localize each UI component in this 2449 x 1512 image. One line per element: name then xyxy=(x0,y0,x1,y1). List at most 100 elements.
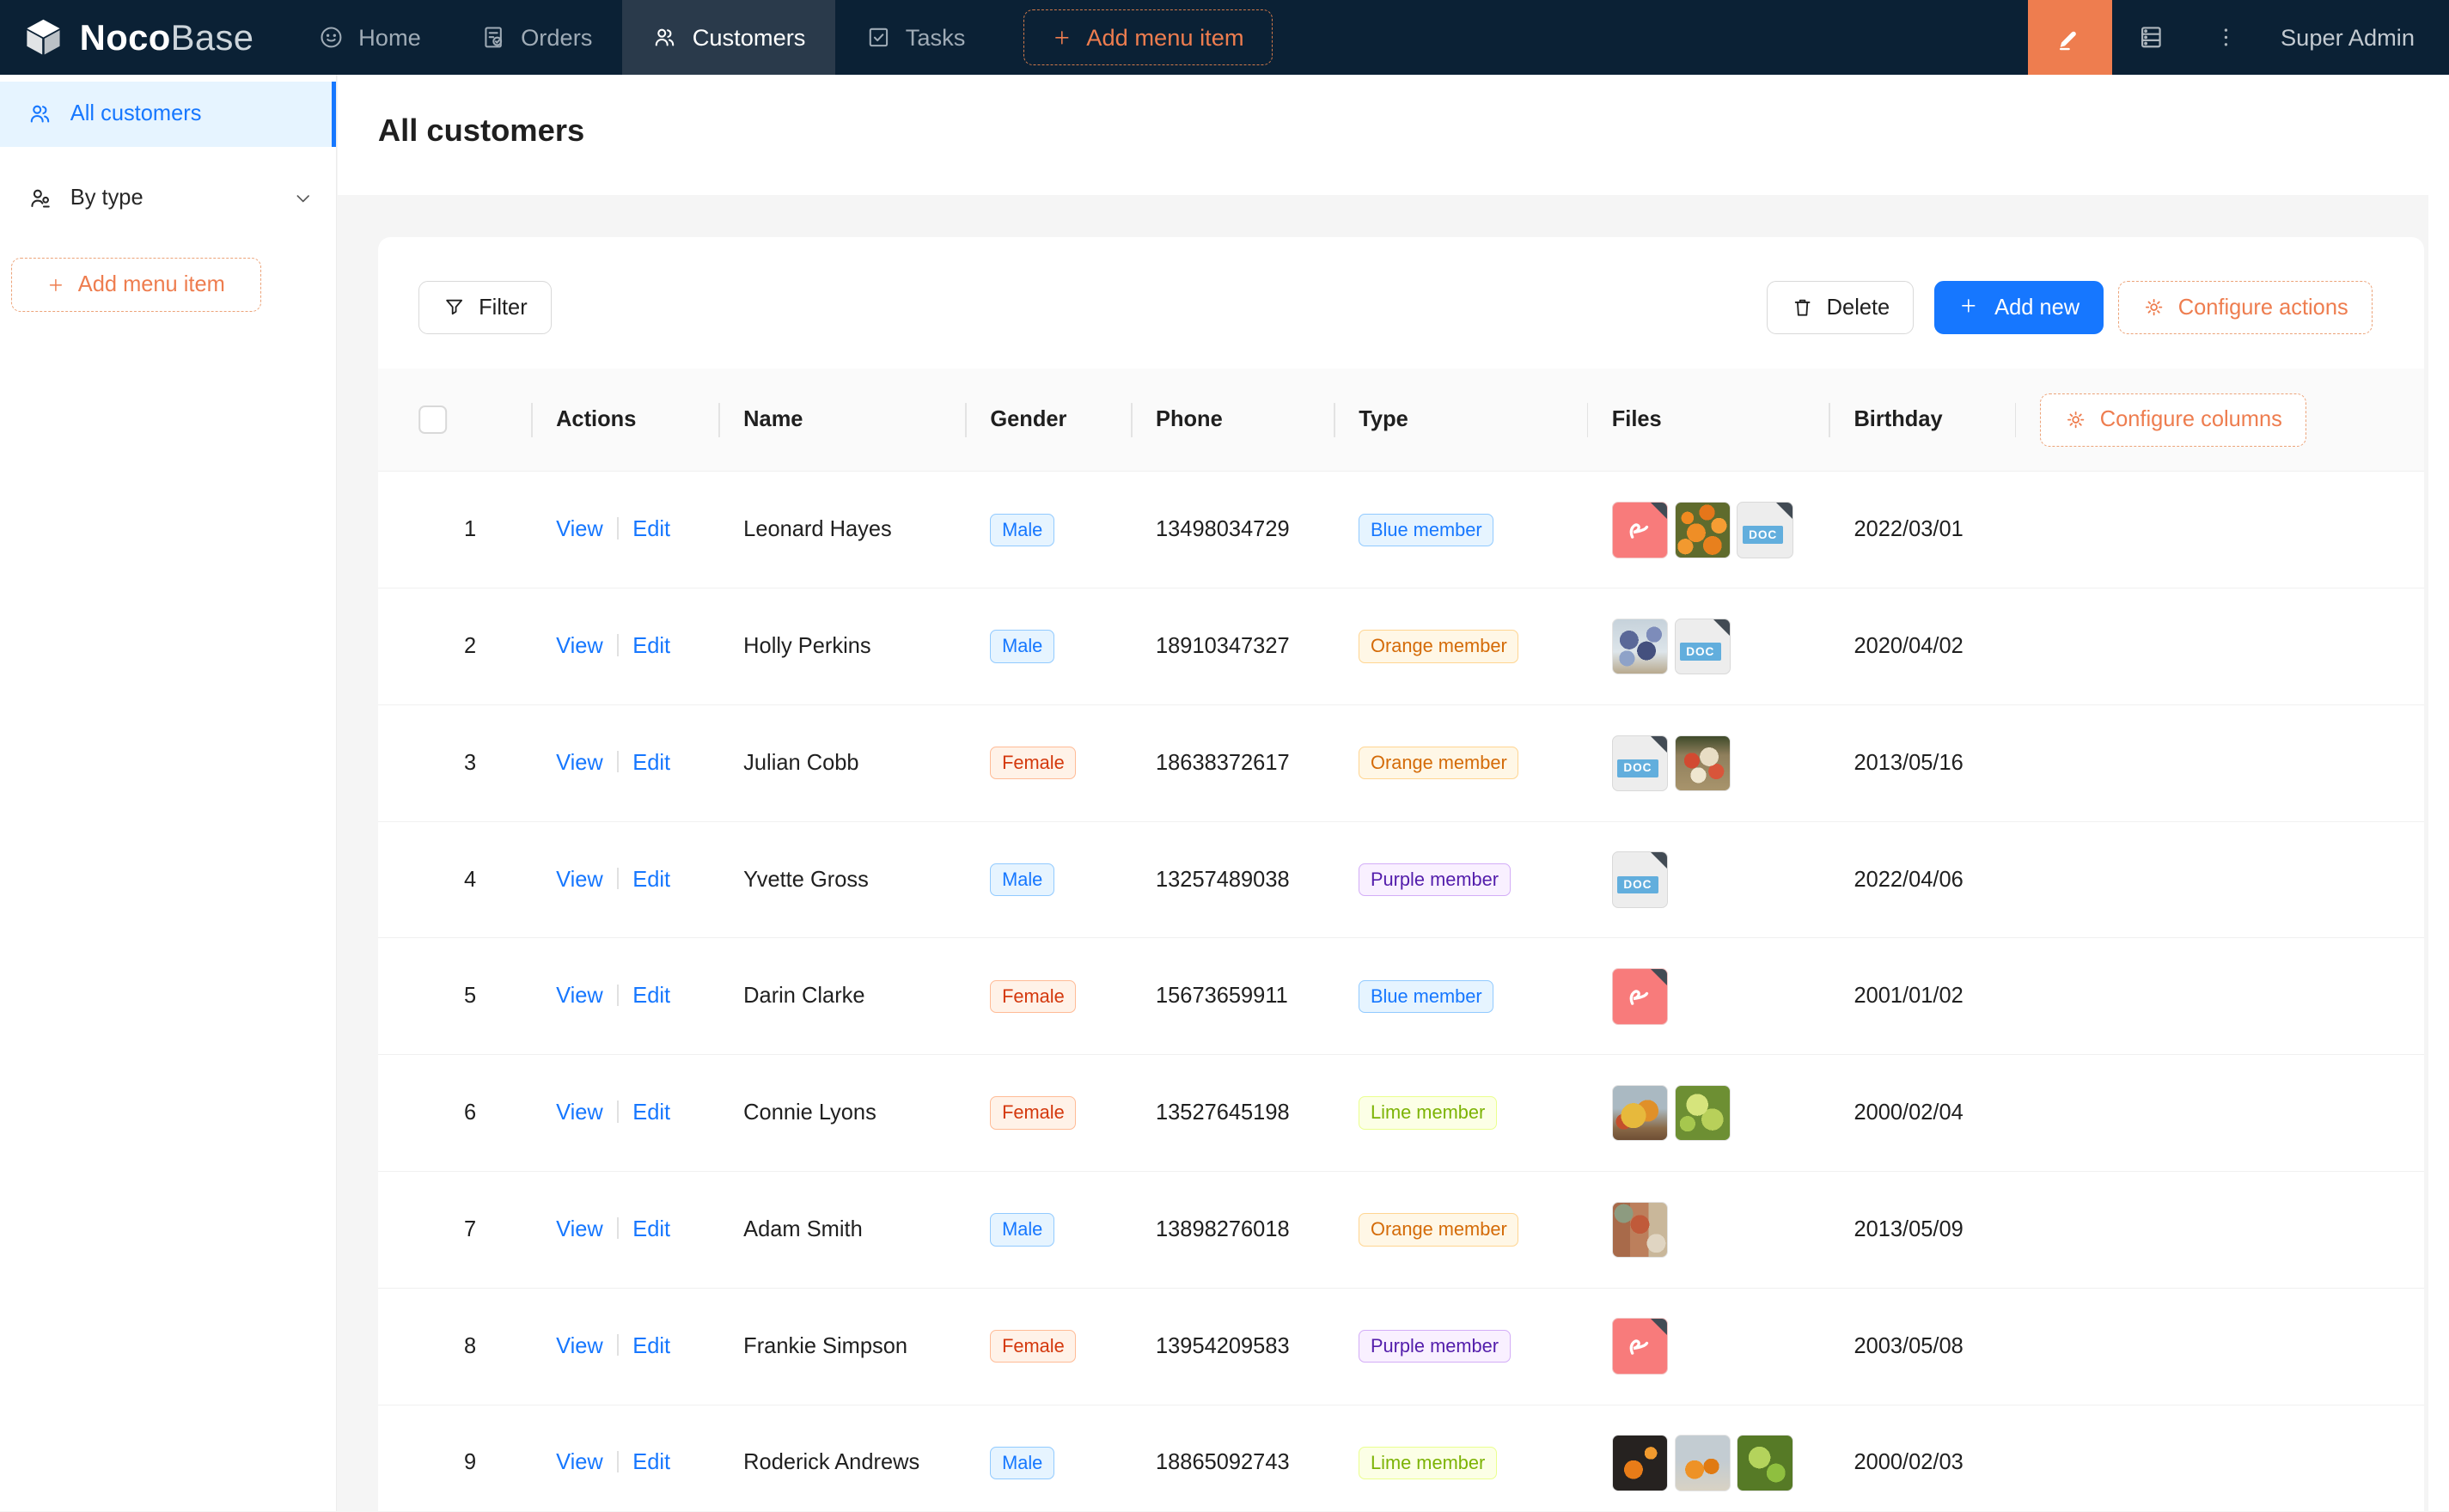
column-header-birthday: Birthday xyxy=(1829,368,2015,472)
gender-tag: Female xyxy=(990,1329,1077,1363)
actions-cell: View Edit xyxy=(530,588,719,705)
view-link[interactable]: View xyxy=(556,1333,603,1358)
image-thumbnail[interactable] xyxy=(1674,1084,1731,1142)
birthday-cell: 2000/02/03 xyxy=(1829,1405,2015,1512)
image-thumbnail[interactable] xyxy=(1611,1435,1669,1491)
gender-cell: Female xyxy=(965,704,1131,822)
table-row: 8 View Edit Frankie Simpson Female 139542… xyxy=(377,1288,2424,1405)
files-cell xyxy=(1586,1405,1829,1512)
view-link[interactable]: View xyxy=(556,750,603,775)
view-link[interactable]: View xyxy=(556,634,603,659)
files-cell xyxy=(1586,1054,1829,1172)
table-row: 5 View Edit Darin Clarke Female 156736599… xyxy=(377,937,2424,1056)
configure-actions-button[interactable]: Configure actions xyxy=(2117,281,2373,334)
image-thumbnail[interactable] xyxy=(1611,618,1669,675)
add-new-button[interactable]: Add new xyxy=(1934,281,2104,334)
edit-link[interactable]: Edit xyxy=(632,1450,671,1475)
nav-menu: Home Orders xyxy=(288,0,1273,76)
edit-link[interactable]: Edit xyxy=(632,1100,671,1125)
name-cell: Connie Lyons xyxy=(718,1054,966,1172)
top-nav: NocoBase Home xyxy=(0,0,2449,76)
image-thumbnail[interactable] xyxy=(1674,1435,1731,1491)
image-thumbnail[interactable] xyxy=(1737,1435,1794,1491)
gender-tag: Male xyxy=(990,630,1055,663)
edit-link[interactable]: Edit xyxy=(632,1216,671,1241)
image-thumbnail[interactable] xyxy=(1674,735,1731,792)
gender-cell: Male xyxy=(965,1171,1131,1289)
nocobase-logo[interactable]: NocoBase xyxy=(0,0,288,75)
sidebar-item-all-customers[interactable]: All customers xyxy=(0,81,336,147)
type-cell: Lime member xyxy=(1334,1054,1587,1172)
phone-cell: 18910347327 xyxy=(1130,588,1334,705)
sidebar-add-menu-item-button[interactable]: Add menu item xyxy=(10,257,261,313)
ui-editor-button[interactable] xyxy=(2027,0,2112,76)
name-cell: Adam Smith xyxy=(718,1171,966,1289)
page-title: All customers xyxy=(377,112,585,148)
type-cell: Purple member xyxy=(1334,821,1587,939)
user-menu[interactable]: Super Admin xyxy=(2262,0,2449,75)
delete-button[interactable]: Delete xyxy=(1766,281,1915,334)
row-index-cell: 2 xyxy=(377,588,531,705)
edit-link[interactable]: Edit xyxy=(632,984,671,1009)
more-menu-button[interactable] xyxy=(2190,0,2263,75)
name-cell: Roderick Andrews xyxy=(718,1405,966,1512)
action-divider xyxy=(617,984,619,1006)
view-link[interactable]: View xyxy=(556,1216,603,1241)
edit-link[interactable]: Edit xyxy=(632,634,671,659)
type-cell: Blue member xyxy=(1334,937,1587,1056)
nav-item-tasks[interactable]: Tasks xyxy=(835,0,995,75)
doc-file-thumbnail[interactable]: DOC xyxy=(1674,618,1731,675)
select-all-checkbox[interactable] xyxy=(418,405,448,435)
files-cell: DOC xyxy=(1586,588,1829,705)
nav-item-home[interactable]: Home xyxy=(288,0,450,75)
column-header-actions: Actions xyxy=(530,368,719,472)
pdf-file-thumbnail[interactable] xyxy=(1611,1318,1669,1375)
doc-file-thumbnail[interactable]: DOC xyxy=(1611,851,1669,908)
collections-button[interactable] xyxy=(2112,0,2190,75)
type-cell: Orange member xyxy=(1334,704,1587,822)
action-divider xyxy=(617,517,619,540)
row-index-cell: 5 xyxy=(377,937,531,1056)
sidebar-item-by-type[interactable]: By type xyxy=(0,166,336,231)
view-link[interactable]: View xyxy=(556,1100,603,1125)
edit-link[interactable]: Edit xyxy=(632,750,671,775)
pdf-file-thumbnail[interactable] xyxy=(1611,968,1669,1025)
name-cell: Darin Clarke xyxy=(718,937,966,1056)
view-link[interactable]: View xyxy=(556,867,603,892)
edit-link[interactable]: Edit xyxy=(632,1333,671,1358)
nav-item-orders[interactable]: Orders xyxy=(450,0,622,75)
image-thumbnail[interactable] xyxy=(1611,1201,1669,1259)
configure-columns-label: Configure columns xyxy=(2099,407,2282,432)
actions-cell: View Edit xyxy=(530,821,719,939)
phone-cell: 15673659911 xyxy=(1130,937,1334,1056)
view-link[interactable]: View xyxy=(556,517,603,542)
team-icon xyxy=(27,101,53,127)
edit-link[interactable]: Edit xyxy=(632,517,671,542)
sidebar-item-label: By type xyxy=(70,186,144,210)
filter-icon xyxy=(443,296,466,319)
table-row: 7 View Edit Adam Smith Male 13898276018 O… xyxy=(377,1171,2424,1289)
phone-cell: 13898276018 xyxy=(1130,1171,1334,1289)
brand-text: NocoBase xyxy=(79,16,254,58)
chevron-down-icon xyxy=(292,187,314,209)
doc-file-thumbnail[interactable]: DOC xyxy=(1611,735,1669,792)
edit-link[interactable]: Edit xyxy=(632,867,671,892)
birthday-cell: 2022/03/01 xyxy=(1829,471,2015,589)
empty-cell xyxy=(2014,1405,2424,1512)
view-link[interactable]: View xyxy=(556,1450,603,1475)
nav-item-customers[interactable]: Customers xyxy=(621,0,835,76)
scrollbar[interactable] xyxy=(2428,75,2449,1512)
image-thumbnail[interactable] xyxy=(1674,501,1731,558)
pdf-file-thumbnail[interactable] xyxy=(1611,501,1669,558)
name-cell: Julian Cobb xyxy=(718,704,966,822)
table-card: Filter Delete Add new xyxy=(377,237,2424,1512)
image-thumbnail[interactable] xyxy=(1611,1084,1669,1142)
nav-add-menu-item-button[interactable]: Add menu item xyxy=(1023,9,1273,66)
configure-columns-button[interactable]: Configure columns xyxy=(2039,393,2307,447)
action-divider xyxy=(617,1450,619,1473)
doc-file-thumbnail[interactable]: DOC xyxy=(1737,501,1794,558)
nav-item-label: Orders xyxy=(521,23,593,51)
filter-button[interactable]: Filter xyxy=(418,281,552,334)
view-link[interactable]: View xyxy=(556,984,603,1009)
actions-cell: View Edit xyxy=(530,1288,719,1405)
